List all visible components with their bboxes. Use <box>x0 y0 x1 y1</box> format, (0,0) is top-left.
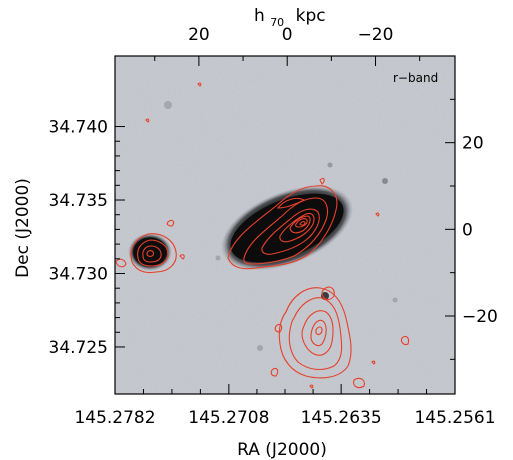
right-tick-label: −20 <box>462 307 498 327</box>
top-axis-label-main: h <box>254 6 265 26</box>
faint-star <box>164 101 172 109</box>
band-label: r−band <box>393 71 438 85</box>
right-axis: 20 0 −20 <box>445 98 498 360</box>
top-tick-label: 20 <box>188 25 210 45</box>
bottom-axis: 145.2782 145.2708 145.2635 145.2561 <box>74 384 496 428</box>
main-galaxy <box>220 185 354 271</box>
x-tick-label: 145.2708 <box>188 408 269 428</box>
faint-star <box>257 345 263 351</box>
y-tick-label: 34.735 <box>49 191 108 211</box>
faint-star <box>327 162 333 168</box>
faint-star <box>392 297 398 303</box>
x-tick-label: 145.2561 <box>414 408 495 428</box>
top-axis-label-unit: kpc <box>296 6 326 26</box>
top-tick-label: 0 <box>282 25 293 45</box>
x-axis-label: RA (J2000) <box>237 440 327 460</box>
right-tick-label: 0 <box>462 220 473 240</box>
x-tick-label: 145.2635 <box>301 408 382 428</box>
faint-star <box>382 178 388 184</box>
top-axis: 20 0 −20 <box>154 25 421 66</box>
y-tick-label: 34.740 <box>49 118 108 138</box>
right-tick-label: 20 <box>462 134 484 154</box>
y-tick-label: 34.730 <box>49 264 108 284</box>
top-axis-label-sub: 70 <box>270 16 284 29</box>
faint-star <box>215 255 221 261</box>
y-axis-label: Dec (J2000) <box>13 178 33 278</box>
top-tick-label: −20 <box>358 25 394 45</box>
x-tick-label: 145.2782 <box>74 408 155 428</box>
left-axis: 34.725 34.730 34.735 34.740 <box>49 118 125 358</box>
contour-overlay <box>115 82 410 389</box>
y-tick-label: 34.725 <box>49 338 108 358</box>
sky-image <box>115 56 455 394</box>
svg-text:h 70 kpc: h 70 kpc <box>254 6 326 31</box>
top-axis-label: h 70 kpc <box>254 6 326 31</box>
